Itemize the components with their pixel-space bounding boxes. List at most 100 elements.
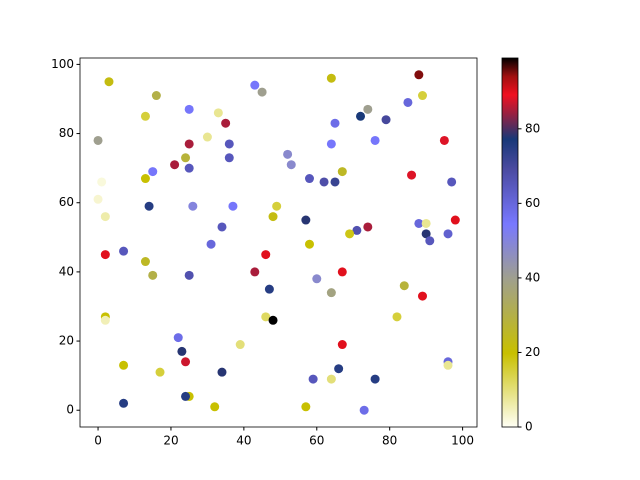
x-tick-label: 20 xyxy=(163,434,178,448)
y-tick-label: 20 xyxy=(59,334,74,348)
point xyxy=(148,270,158,280)
point xyxy=(414,70,424,80)
point xyxy=(188,201,198,211)
point xyxy=(286,160,296,170)
point xyxy=(363,222,373,232)
point xyxy=(407,170,417,180)
point xyxy=(221,118,231,128)
point xyxy=(144,201,154,211)
point xyxy=(326,288,336,298)
point xyxy=(417,291,427,301)
point xyxy=(184,163,194,173)
point xyxy=(330,177,340,187)
point xyxy=(100,250,110,260)
y-tick-label: 80 xyxy=(59,126,74,140)
point xyxy=(151,91,161,101)
plot-area xyxy=(93,70,460,415)
point xyxy=(104,77,114,87)
point xyxy=(399,281,409,291)
colorbar xyxy=(501,57,519,428)
point xyxy=(392,312,402,322)
point xyxy=(119,398,129,408)
y-tick-label: 100 xyxy=(51,57,74,71)
point xyxy=(224,153,234,163)
point xyxy=(217,222,227,232)
point xyxy=(370,135,380,145)
point xyxy=(250,80,260,90)
point xyxy=(140,257,150,267)
point xyxy=(334,364,344,374)
point xyxy=(447,177,457,187)
point xyxy=(100,315,110,325)
point xyxy=(417,91,427,101)
point xyxy=(140,111,150,121)
point xyxy=(202,132,212,142)
x-tick-label: 80 xyxy=(382,434,397,448)
colorbar-tick-label: 0 xyxy=(525,420,533,434)
point xyxy=(235,340,245,350)
colorbar-tick-label: 60 xyxy=(525,196,540,210)
point xyxy=(450,215,460,225)
point xyxy=(97,177,107,187)
point xyxy=(425,236,435,246)
point xyxy=(119,246,129,256)
point xyxy=(319,177,329,187)
point xyxy=(217,367,227,377)
point xyxy=(301,402,311,412)
point xyxy=(250,267,260,277)
point xyxy=(173,333,183,343)
y-tick-label: 60 xyxy=(59,195,74,209)
point xyxy=(337,340,347,350)
point xyxy=(337,267,347,277)
axes-frame xyxy=(79,57,478,428)
point xyxy=(356,111,366,121)
point xyxy=(268,212,278,222)
point xyxy=(326,139,336,149)
point xyxy=(181,391,191,401)
point xyxy=(119,360,129,370)
colorbar-tick-label: 40 xyxy=(525,270,540,284)
point xyxy=(421,218,431,228)
point xyxy=(443,360,453,370)
point xyxy=(421,229,431,239)
point xyxy=(261,250,271,260)
point xyxy=(210,402,220,412)
point xyxy=(283,149,293,159)
point xyxy=(312,274,322,284)
point xyxy=(352,225,362,235)
point xyxy=(403,97,413,107)
point xyxy=(439,135,449,145)
point xyxy=(272,201,282,211)
point xyxy=(93,135,103,145)
point xyxy=(257,87,267,97)
point xyxy=(359,405,369,415)
point xyxy=(206,239,216,249)
point xyxy=(326,73,336,83)
point xyxy=(181,153,191,163)
point xyxy=(184,139,194,149)
point xyxy=(177,346,187,356)
point xyxy=(184,270,194,280)
point xyxy=(326,374,336,384)
point xyxy=(93,194,103,204)
point xyxy=(268,315,278,325)
point xyxy=(304,174,314,184)
colorbar-tick-label: 80 xyxy=(525,121,540,135)
point xyxy=(155,367,165,377)
point xyxy=(345,229,355,239)
point xyxy=(261,312,271,322)
point xyxy=(100,212,110,222)
point xyxy=(301,215,311,225)
point xyxy=(443,229,453,239)
point xyxy=(140,174,150,184)
x-tick-label: 100 xyxy=(451,434,474,448)
point xyxy=(264,284,274,294)
x-tick-label: 40 xyxy=(236,434,251,448)
point xyxy=(170,160,180,170)
y-tick-label: 0 xyxy=(66,403,74,417)
point xyxy=(414,218,424,228)
colorbar-tick-label: 20 xyxy=(525,345,540,359)
point xyxy=(330,118,340,128)
point xyxy=(224,139,234,149)
